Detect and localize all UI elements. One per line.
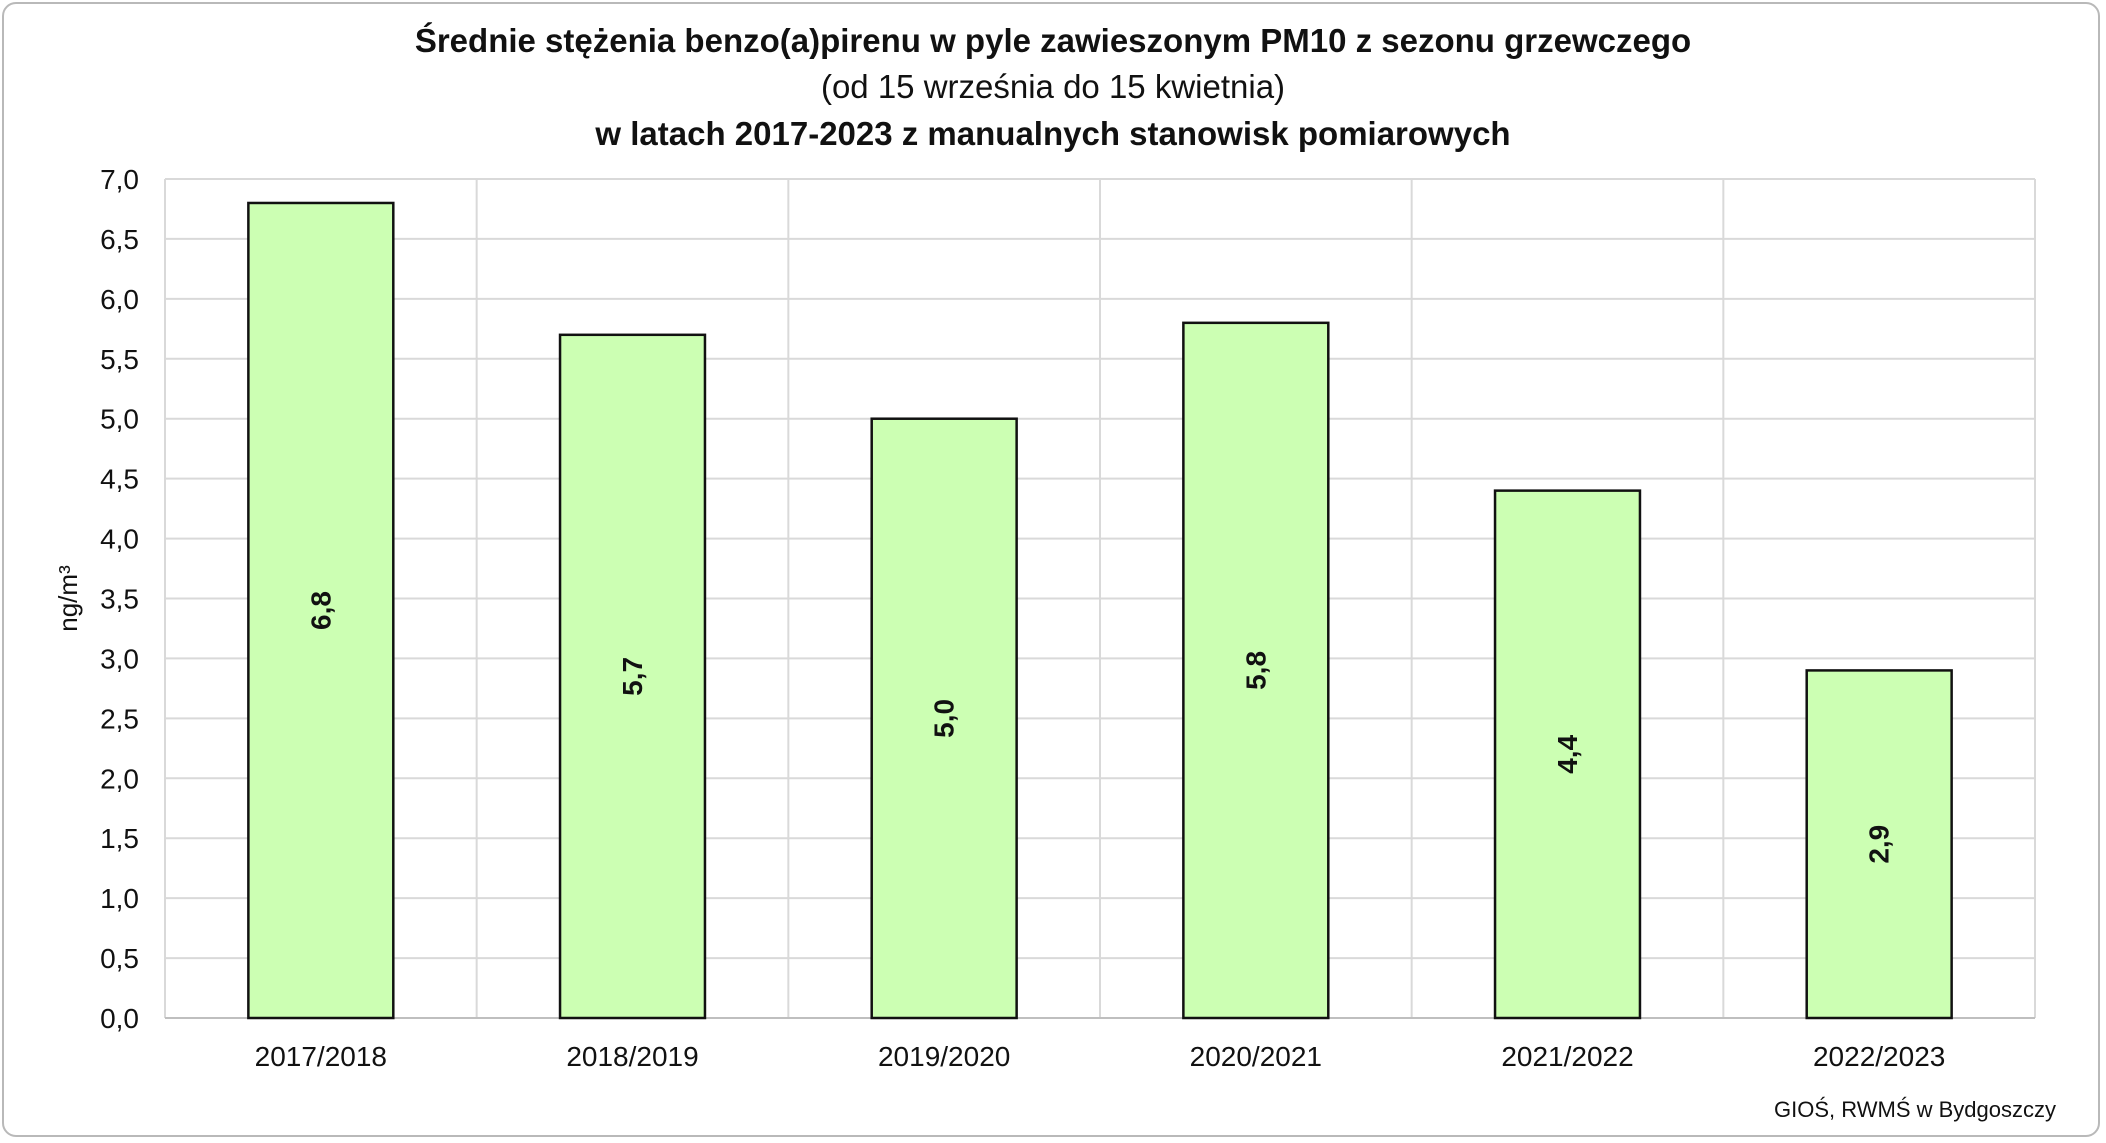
y-tick-label: 7,0	[100, 164, 139, 195]
bar-value-label: 4,4	[1552, 734, 1583, 773]
bar	[1493, 489, 1642, 1020]
y-tick-label: 2,5	[100, 703, 139, 734]
y-tick-label: 0,0	[100, 1003, 139, 1034]
y-tick-label: 3,5	[100, 584, 139, 615]
y-tick-label: 5,5	[100, 344, 139, 375]
bar	[1182, 321, 1330, 1020]
bar-value-label: 5,8	[1240, 651, 1271, 690]
bar-value-label: 5,7	[617, 657, 648, 696]
x-tick-label: 2017/2018	[255, 1041, 387, 1072]
chart-subtitle-years: w latach 2017-2023 z manualnych stanowis…	[595, 115, 1511, 152]
x-tick-label: 2020/2021	[1190, 1041, 1322, 1072]
x-tick-label: 2022/2023	[1813, 1041, 1945, 1072]
x-tick-label: 2019/2020	[878, 1041, 1010, 1072]
bar	[558, 333, 707, 1020]
y-tick-label: 1,0	[100, 883, 139, 914]
x-tick-label: 2018/2019	[566, 1041, 698, 1072]
bar	[247, 201, 395, 1020]
y-tick-label: 2,0	[100, 763, 139, 794]
bar	[1805, 669, 1953, 1020]
y-tick-label: 1,5	[100, 823, 139, 854]
y-tick-label: 6,0	[100, 284, 139, 315]
source-note: GIOŚ, RWMŚ w Bydgoszczy	[1774, 1097, 2056, 1122]
chart-title: Średnie stężenia benzo(a)pirenu w pyle z…	[414, 22, 1692, 59]
chart-subtitle: (od 15 września do 15 kwietnia)	[820, 68, 1286, 105]
y-axis-title: ng/m³	[53, 565, 83, 632]
y-tick-label: 4,5	[100, 464, 139, 495]
bar-value-label: 5,0	[929, 699, 960, 738]
bar-value-label: 6,8	[305, 591, 336, 630]
bar	[870, 417, 1018, 1020]
y-tick-label: 5,0	[100, 404, 139, 435]
y-tick-label: 4,0	[100, 524, 139, 555]
y-tick-label: 3,0	[100, 643, 139, 674]
bar-value-label: 2,9	[1864, 825, 1895, 864]
y-tick-label: 0,5	[100, 943, 139, 974]
y-tick-label: 6,5	[100, 224, 139, 255]
x-tick-label: 2021/2022	[1501, 1041, 1633, 1072]
